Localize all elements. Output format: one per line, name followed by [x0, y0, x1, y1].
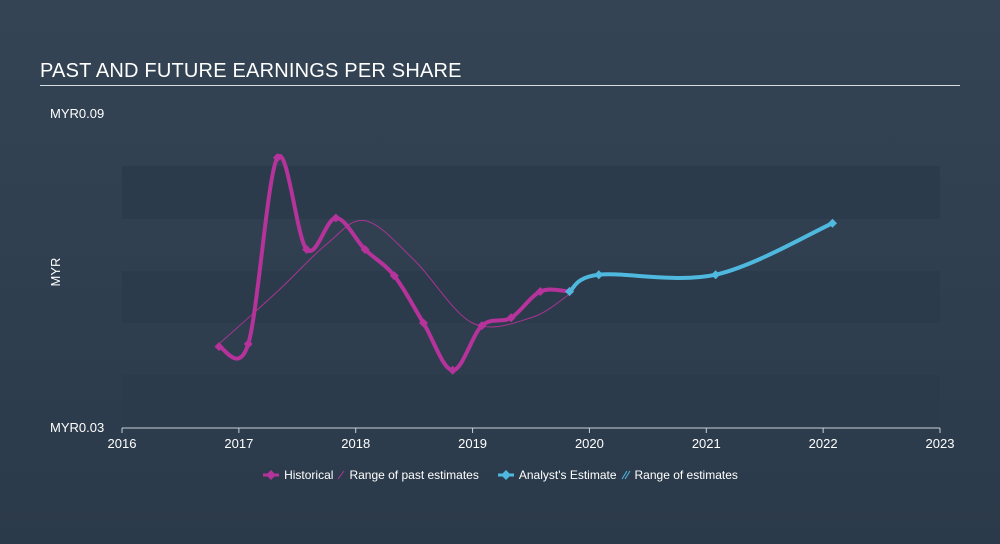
historical-point	[272, 153, 282, 163]
x-tick-label: 2019	[458, 436, 487, 451]
chart-title: PAST AND FUTURE EARNINGS PER SHARE	[40, 60, 462, 82]
analyst-estimate-point	[711, 270, 721, 280]
x-tick-label: 2018	[341, 436, 370, 451]
historical-point	[448, 365, 458, 375]
legend-item-estimate-range[interactable]: Range of estimates	[621, 468, 738, 482]
legend-item-historical[interactable]: Historical	[262, 468, 333, 482]
historical-point	[506, 313, 516, 323]
analyst-legend-icon	[497, 470, 514, 480]
x-tick-label: 2021	[692, 436, 721, 451]
axes: 2016 2017 2018 2019 2020 2021 2022 2023 MYR0.09 M…	[50, 106, 954, 451]
historical-point	[214, 342, 224, 352]
historical-point	[418, 318, 428, 328]
past-estimates-range-line	[218, 219, 570, 345]
grid-band-2	[122, 375, 940, 428]
legend-group-past: Historical Range of past estimates	[262, 468, 479, 482]
hatch-icon	[338, 470, 345, 480]
legend-label-past-range: Range of past estimates	[349, 468, 479, 482]
title-divider	[40, 85, 960, 86]
historical-point	[535, 287, 545, 296]
y-axis-label: MYR	[48, 258, 63, 287]
y-tick-label-min: MYR0.03	[50, 420, 104, 435]
historical-point	[243, 339, 253, 349]
legend-item-past-range[interactable]: Range of past estimates	[337, 468, 479, 482]
historical-point	[360, 245, 370, 254]
historical-line	[216, 153, 572, 373]
legend-item-analyst[interactable]: Analyst's Estimate	[497, 468, 617, 482]
analyst-estimate-point	[827, 218, 837, 228]
historical-point	[389, 271, 399, 281]
analyst-estimate-point	[565, 287, 575, 296]
analyst-estimate-point	[594, 270, 604, 280]
analyst-estimate-line	[567, 221, 835, 294]
legend: Historical Range of past estimates Analy…	[0, 468, 1000, 482]
legend-label-analyst: Analyst's Estimate	[518, 468, 617, 482]
legend-label-historical: Historical	[284, 468, 334, 482]
historical-point	[477, 321, 487, 331]
grid-band-0	[122, 166, 940, 219]
y-tick-label-max: MYR0.09	[50, 106, 104, 121]
legend-group-future: Analyst's Estimate Range of estimates	[497, 468, 738, 482]
x-tick-label: 2017	[224, 436, 253, 451]
series-layer	[214, 153, 837, 375]
hatch-icon	[621, 470, 630, 480]
x-tick-label: 2022	[809, 436, 838, 451]
x-tick-label: 2023	[926, 436, 955, 451]
historical-legend-icon	[263, 470, 280, 480]
x-tick-label: 2016	[108, 436, 137, 451]
legend-label-estimate-range: Range of estimates	[634, 468, 738, 482]
historical-point	[302, 245, 312, 254]
x-tick-label: 2020	[575, 436, 604, 451]
historical-point	[331, 213, 341, 223]
